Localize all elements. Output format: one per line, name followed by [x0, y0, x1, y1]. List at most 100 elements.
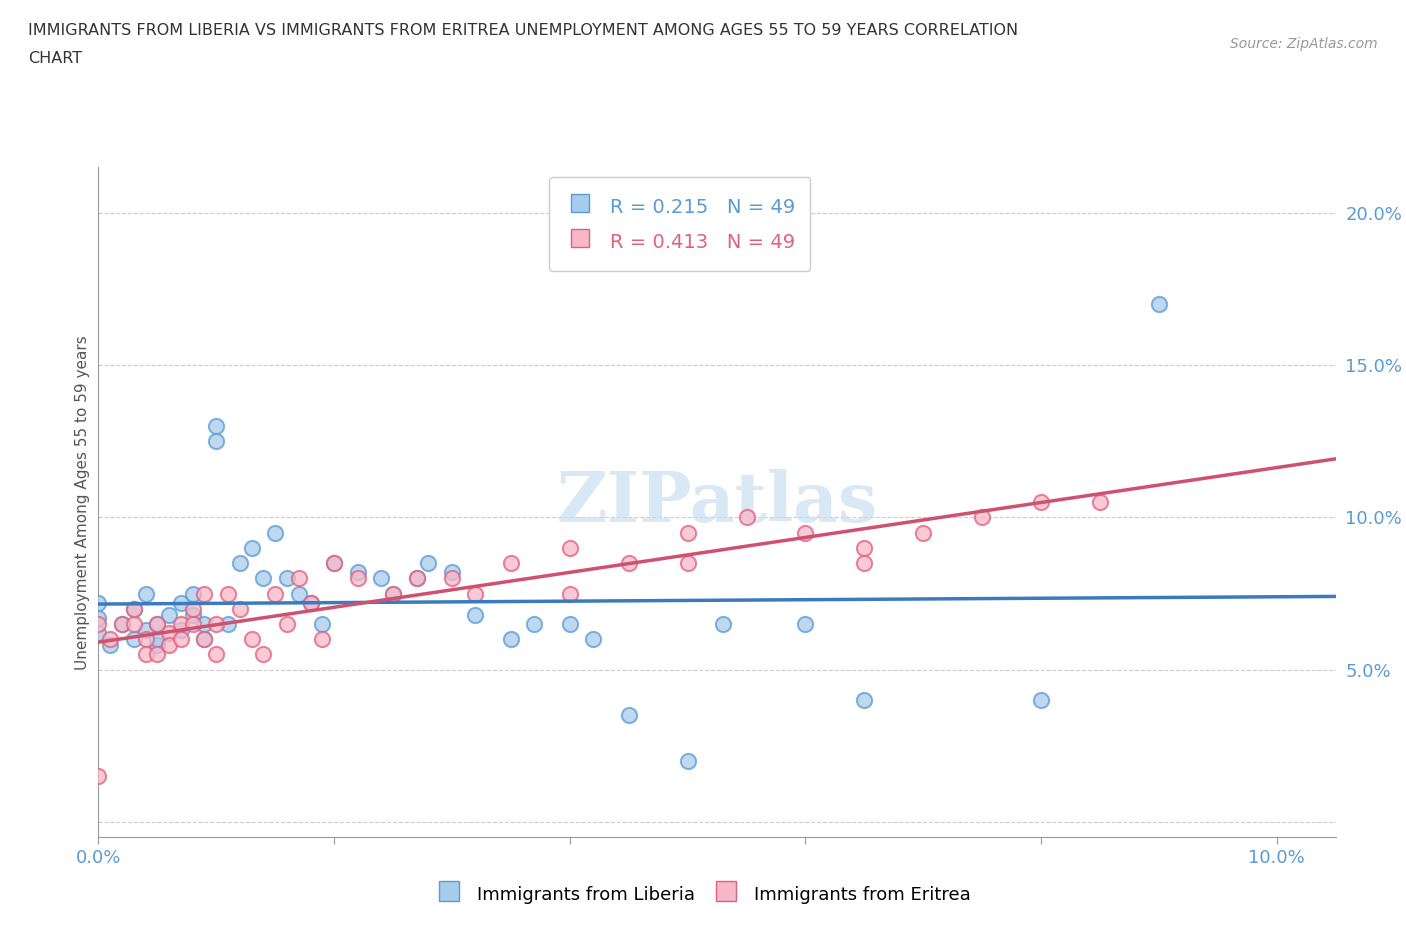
Point — [87, 617, 110, 631]
Point — [157, 607, 180, 622]
Point — [181, 602, 204, 617]
Point — [122, 617, 145, 631]
Point — [217, 586, 239, 601]
Point — [323, 555, 346, 570]
Point — [146, 647, 169, 662]
Point — [440, 571, 463, 586]
Point — [87, 626, 110, 641]
Point — [193, 586, 215, 601]
Point — [676, 555, 699, 570]
Point — [193, 631, 215, 646]
Point — [299, 595, 322, 610]
Point — [346, 571, 368, 586]
Point — [170, 617, 193, 631]
Point — [205, 434, 228, 449]
Point — [252, 647, 274, 662]
Point — [87, 769, 110, 784]
Point — [676, 753, 699, 768]
Point — [193, 631, 215, 646]
Point — [346, 565, 368, 579]
Point — [1088, 495, 1111, 510]
Point — [311, 617, 333, 631]
Point — [157, 626, 180, 641]
Point — [170, 631, 193, 646]
Point — [711, 617, 734, 631]
Point — [264, 586, 287, 601]
Point — [276, 571, 298, 586]
Text: Source: ZipAtlas.com: Source: ZipAtlas.com — [1230, 37, 1378, 51]
Point — [912, 525, 935, 540]
Point — [735, 510, 758, 525]
Point — [135, 586, 157, 601]
Point — [229, 555, 252, 570]
Point — [440, 565, 463, 579]
Point — [181, 617, 204, 631]
Point — [370, 571, 392, 586]
Point — [135, 631, 157, 646]
Point — [217, 617, 239, 631]
Point — [1147, 297, 1170, 312]
Point — [264, 525, 287, 540]
Point — [240, 631, 263, 646]
Legend: R = 0.215   N = 49, R = 0.413   N = 49: R = 0.215 N = 49, R = 0.413 N = 49 — [550, 177, 810, 271]
Point — [87, 595, 110, 610]
Point — [87, 610, 110, 625]
Point — [853, 693, 876, 708]
Point — [170, 622, 193, 637]
Legend: Immigrants from Liberia, Immigrants from Eritrea: Immigrants from Liberia, Immigrants from… — [426, 872, 980, 916]
Point — [205, 418, 228, 433]
Point — [193, 617, 215, 631]
Point — [382, 586, 405, 601]
Point — [558, 617, 581, 631]
Point — [135, 622, 157, 637]
Point — [676, 525, 699, 540]
Point — [111, 617, 134, 631]
Point — [157, 638, 180, 653]
Point — [122, 602, 145, 617]
Point — [853, 540, 876, 555]
Point — [794, 617, 817, 631]
Point — [252, 571, 274, 586]
Point — [146, 617, 169, 631]
Point — [98, 638, 121, 653]
Point — [135, 647, 157, 662]
Point — [146, 638, 169, 653]
Text: CHART: CHART — [28, 51, 82, 66]
Point — [170, 595, 193, 610]
Point — [1029, 693, 1052, 708]
Point — [299, 595, 322, 610]
Point — [229, 602, 252, 617]
Point — [205, 617, 228, 631]
Point — [181, 586, 204, 601]
Point — [382, 586, 405, 601]
Point — [276, 617, 298, 631]
Point — [287, 586, 309, 601]
Point — [287, 571, 309, 586]
Point — [617, 555, 640, 570]
Y-axis label: Unemployment Among Ages 55 to 59 years: Unemployment Among Ages 55 to 59 years — [75, 335, 90, 670]
Point — [558, 540, 581, 555]
Point — [181, 607, 204, 622]
Point — [972, 510, 994, 525]
Point — [405, 571, 427, 586]
Point — [582, 631, 605, 646]
Point — [558, 586, 581, 601]
Point — [1029, 495, 1052, 510]
Point — [464, 607, 486, 622]
Text: IMMIGRANTS FROM LIBERIA VS IMMIGRANTS FROM ERITREA UNEMPLOYMENT AMONG AGES 55 TO: IMMIGRANTS FROM LIBERIA VS IMMIGRANTS FR… — [28, 23, 1018, 38]
Point — [98, 631, 121, 646]
Point — [794, 525, 817, 540]
Point — [240, 540, 263, 555]
Point — [405, 571, 427, 586]
Point — [111, 617, 134, 631]
Point — [464, 586, 486, 601]
Point — [853, 555, 876, 570]
Point — [499, 631, 522, 646]
Point — [617, 708, 640, 723]
Point — [146, 617, 169, 631]
Point — [122, 631, 145, 646]
Point — [418, 555, 440, 570]
Point — [523, 617, 546, 631]
Point — [122, 602, 145, 617]
Point — [323, 555, 346, 570]
